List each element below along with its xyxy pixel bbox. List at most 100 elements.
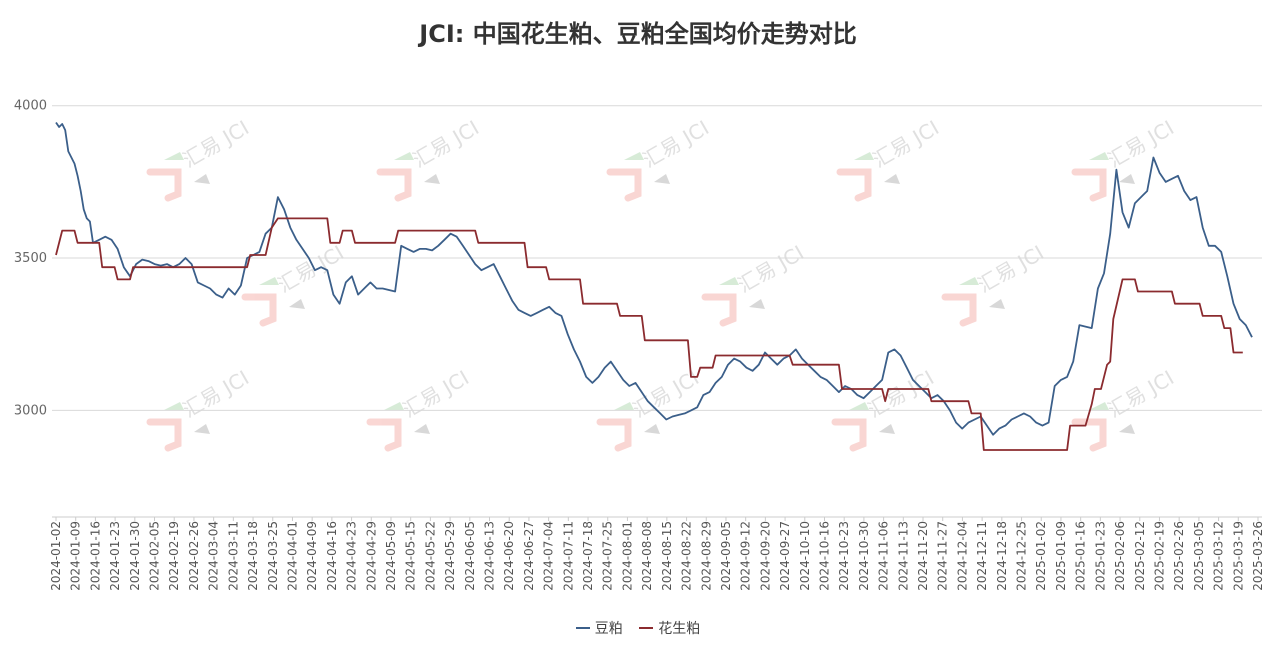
watermark-arrow — [194, 174, 210, 184]
x-tick-label: 2024-05-22 — [423, 521, 437, 591]
watermark-text: 汇易 JCI — [639, 115, 713, 172]
watermark-text: 汇易 JCI — [974, 240, 1048, 297]
watermark-text: 汇易 JCI — [399, 365, 473, 422]
x-tick-label: 2024-01-23 — [108, 521, 122, 591]
watermark-leaf — [1089, 152, 1109, 160]
watermark-hook — [366, 418, 402, 452]
watermark-hook — [146, 168, 182, 202]
legend-swatch-soymeal — [575, 627, 590, 629]
x-tick-label: 2025-02-19 — [1152, 521, 1166, 591]
x-tick-label: 2024-01-09 — [69, 521, 83, 591]
watermark-arrow — [879, 424, 895, 434]
x-tick-label: 2024-03-04 — [207, 521, 221, 591]
watermark-hook — [606, 168, 642, 202]
legend: 豆粕 花生粕 — [0, 617, 1276, 638]
watermark-arrow — [424, 174, 440, 184]
watermark-text: 汇易 JCI — [1104, 365, 1178, 422]
x-tick-label: 2025-02-12 — [1133, 521, 1147, 591]
x-tick-label: 2024-10-23 — [837, 521, 851, 591]
x-tick-label: 2024-05-15 — [404, 521, 418, 591]
x-tick-label: 2024-11-20 — [916, 521, 930, 591]
watermark-logo-10: 汇易 JCI — [596, 365, 703, 452]
watermark-logo-1: 汇易 JCI — [376, 115, 483, 202]
watermark-leaf — [164, 402, 184, 410]
x-tick-label: 2025-02-06 — [1113, 521, 1127, 591]
watermark-logo-3: 汇易 JCI — [836, 115, 943, 202]
x-tick-label: 2024-08-22 — [680, 521, 694, 591]
x-tick-label: 2025-01-16 — [1074, 521, 1088, 591]
x-tick-label: 2024-08-29 — [699, 521, 713, 591]
watermark-logo-9: 汇易 JCI — [366, 365, 473, 452]
x-tick-label: 2024-11-13 — [896, 521, 910, 591]
watermark-hook — [836, 168, 872, 202]
legend-swatch-peanutmeal — [639, 627, 654, 629]
watermark-logo-0: 汇易 JCI — [146, 115, 253, 202]
watermark-logo-8: 汇易 JCI — [146, 365, 253, 452]
x-tick-label: 2024-10-30 — [857, 521, 871, 591]
x-tick-label: 2024-07-04 — [542, 521, 556, 591]
x-tick-label: 2025-03-05 — [1192, 521, 1206, 591]
watermark-text: 汇易 JCI — [179, 365, 253, 422]
x-tick-label: 2024-04-16 — [325, 521, 339, 591]
x-tick-label: 2024-12-25 — [1015, 521, 1029, 591]
x-tick-label: 2024-04-01 — [285, 521, 299, 591]
watermark-arrow — [749, 299, 765, 309]
x-tick-label: 2024-07-25 — [601, 521, 615, 591]
watermark-arrow — [644, 424, 660, 434]
watermark-logo-6: 汇易 JCI — [701, 240, 808, 327]
watermark-leaf — [164, 152, 184, 160]
x-tick-label: 2025-03-19 — [1231, 521, 1245, 591]
watermark-hook — [376, 168, 412, 202]
watermark-arrow — [289, 299, 305, 309]
x-tick-label: 2024-08-01 — [620, 521, 634, 591]
x-tick-label: 2024-09-20 — [758, 521, 772, 591]
watermark-logo-4: 汇易 JCI — [1071, 115, 1178, 202]
watermark-leaf — [614, 402, 634, 410]
x-tick-label: 2024-09-12 — [739, 521, 753, 591]
legend-item-soymeal: 豆粕 — [575, 618, 623, 638]
x-tick-label: 2024-12-04 — [955, 521, 969, 591]
watermark-text: 汇易 JCI — [274, 240, 348, 297]
watermark-leaf — [854, 152, 874, 160]
watermark-hook — [241, 293, 277, 327]
watermark-arrow — [884, 174, 900, 184]
watermark-leaf — [394, 152, 414, 160]
x-tick-label: 2024-03-11 — [226, 521, 240, 591]
x-tick-label: 2024-11-27 — [936, 521, 950, 591]
x-tick-label: 2024-01-02 — [49, 521, 63, 591]
watermark-leaf — [384, 402, 404, 410]
x-tick-label: 2024-06-13 — [483, 521, 497, 591]
watermark-hook — [1071, 168, 1107, 202]
chart-title: JCI: 中国花生粕、豆粕全国均价走势对比 — [419, 20, 857, 48]
y-tick-label: 4000 — [14, 99, 47, 114]
watermark-leaf — [1089, 402, 1109, 410]
x-tick-label: 2024-02-05 — [148, 521, 162, 591]
watermark-arrow — [989, 299, 1005, 309]
watermark-text: 汇易 JCI — [629, 365, 703, 422]
x-tick-label: 2024-10-10 — [798, 521, 812, 591]
legend-label-peanutmeal: 花生粕 — [658, 621, 701, 637]
x-tick-label: 2024-06-20 — [502, 521, 516, 591]
y-tick-label: 3500 — [14, 251, 47, 266]
series-line-peanutmeal — [55, 217, 1243, 451]
watermark-logo-2: 汇易 JCI — [606, 115, 713, 202]
watermark-logo-7: 汇易 JCI — [941, 240, 1048, 327]
watermark-hook — [596, 418, 632, 452]
watermark-hook — [146, 418, 182, 452]
watermark-leaf — [719, 277, 739, 285]
watermark-hook — [831, 418, 867, 452]
series-line-soymeal — [55, 121, 1253, 436]
x-tick-label: 2024-02-19 — [167, 521, 181, 591]
watermark-arrow — [1119, 424, 1135, 434]
x-tick-label: 2024-10-16 — [817, 521, 831, 591]
watermark-leaf — [849, 402, 869, 410]
x-tick-label: 2024-06-05 — [463, 521, 477, 591]
x-tick-label: 2024-09-27 — [778, 521, 792, 591]
x-tick-label: 2024-04-23 — [345, 521, 359, 591]
x-tick-label: 2024-11-06 — [877, 521, 891, 591]
watermark-logo-5: 汇易 JCI — [241, 240, 348, 327]
watermark-leaf — [259, 277, 279, 285]
y-tick-label: 3000 — [14, 403, 47, 418]
watermark-text: 汇易 JCI — [1104, 115, 1178, 172]
